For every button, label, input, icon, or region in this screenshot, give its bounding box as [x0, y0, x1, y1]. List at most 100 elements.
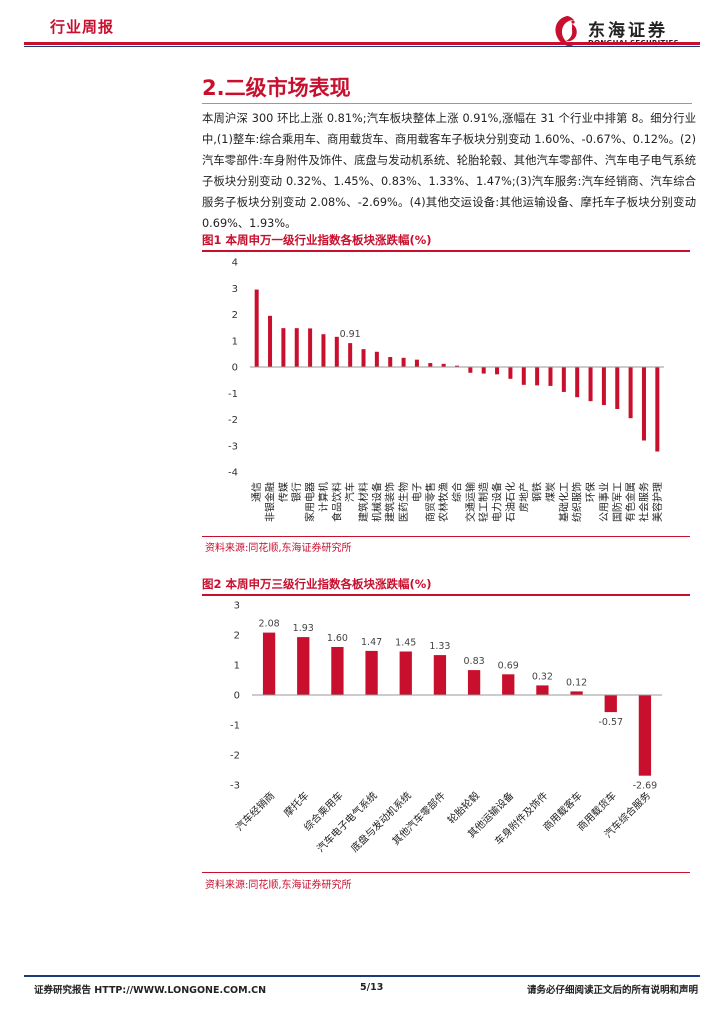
y-tick-label: -2: [230, 751, 240, 762]
category-label: 房地产: [517, 482, 530, 512]
category-label: 家用电器: [304, 482, 317, 522]
category-label: 国防军工: [611, 482, 624, 522]
bar: [561, 367, 566, 392]
section-paragraph: 本周沪深 300 环比上涨 0.81%;汽车板块整体上涨 0.91%,涨幅在 3…: [202, 112, 696, 230]
bar: [638, 695, 652, 776]
data-label: 2.08: [259, 619, 280, 630]
y-tick-label: 1: [232, 336, 238, 347]
category-label: 医药生物: [397, 482, 410, 522]
bar: [588, 367, 593, 402]
category-label: 环保: [584, 482, 597, 502]
category-label: 传媒: [278, 482, 290, 502]
y-tick-label: 2: [234, 631, 240, 642]
figure2-top-rule: [202, 594, 690, 596]
bar: [348, 343, 353, 367]
category-label: 汽车电子电气系统: [314, 789, 380, 855]
category-label: 石油石化: [504, 482, 517, 522]
figure2-bottom-rule: [202, 872, 690, 873]
bar: [508, 367, 513, 379]
header-rule: [24, 42, 700, 45]
report-type-tag: 行业周报: [50, 18, 115, 36]
category-label: 美容护理: [651, 482, 664, 522]
bar: [548, 367, 553, 386]
company-logo: 东海证券 DONGHAI SECURITIES: [550, 10, 700, 56]
y-tick-label: -4: [228, 468, 238, 479]
y-tick-label: 0: [232, 363, 238, 374]
bar: [321, 334, 326, 367]
bar: [601, 367, 606, 406]
category-label: 煤炭: [544, 482, 557, 502]
header-rule-thin: [24, 46, 700, 47]
data-label: 1.45: [395, 638, 416, 649]
footer-disclaimer: 请务必仔细阅读正文后的所有说明和声明: [526, 985, 698, 996]
bar: [334, 336, 339, 367]
bar: [294, 328, 299, 367]
category-label: 公用事业: [597, 482, 610, 522]
y-tick-label: 3: [232, 284, 238, 295]
category-label: 农林牧渔: [437, 482, 450, 522]
bar: [254, 289, 259, 367]
category-label: 交通运输: [464, 482, 477, 522]
bar: [604, 695, 617, 713]
logo-chinese-text: 东海证券: [588, 21, 668, 41]
bar: [401, 357, 406, 367]
page-number: 5/13: [360, 982, 384, 993]
category-label: 建筑材料: [357, 482, 370, 522]
data-label: 0.12: [566, 677, 587, 688]
footer-website: 证券研究报告 HTTP://WWW.LONGONE.COM.CN: [34, 985, 267, 996]
bar: [268, 315, 273, 367]
bar: [399, 651, 412, 695]
y-tick-label: -3: [230, 781, 240, 792]
data-label: 1.60: [327, 633, 348, 644]
bar: [414, 359, 419, 367]
bar: [262, 632, 276, 695]
category-label: 社会服务: [637, 482, 650, 522]
section-title: 2.二级市场表现: [202, 76, 351, 100]
dragon-logo-icon: [555, 16, 577, 47]
bar: [374, 351, 379, 367]
y-tick-label: -1: [228, 389, 238, 400]
bar: [628, 367, 633, 419]
category-label: 轮胎轮毂: [445, 789, 482, 826]
category-label: 商贸零售: [424, 482, 437, 522]
bar: [535, 367, 540, 386]
category-label: 纺织服饰: [571, 482, 584, 522]
figure1-bottom-rule: [202, 536, 690, 537]
data-label: 1.47: [361, 637, 382, 648]
bar: [481, 367, 486, 374]
bar: [468, 367, 473, 373]
category-label: 有色金属: [624, 482, 637, 522]
y-tick-label: 1: [234, 661, 240, 672]
data-label: 0.91: [340, 329, 361, 340]
bar: [281, 328, 286, 367]
bar: [441, 363, 446, 367]
category-label: 机械设备: [370, 482, 383, 522]
bar: [502, 674, 515, 695]
category-label: 银行: [290, 482, 303, 502]
figure1-source: 资料来源:同花顺,东海证券研究所: [205, 543, 352, 554]
y-tick-label: 0: [234, 691, 240, 702]
bar: [365, 650, 378, 695]
category-label: 钢铁: [531, 482, 544, 502]
data-label: 1.33: [429, 641, 450, 652]
figure1-chart: 4 3 2 1 0 -1 -2 -3 -4 0.91 通信 非银金融 传媒 银行 家用电器 计算机 食品饮料 汽车…: [228, 258, 664, 522]
bar: [570, 691, 583, 695]
bar: [331, 647, 344, 695]
category-label: 电子: [410, 482, 423, 502]
bar: [615, 367, 620, 409]
y-tick-label: -1: [230, 721, 240, 732]
category-label: 底盘与发动机系统: [348, 789, 414, 855]
category-label: 建筑装饰: [384, 482, 397, 522]
category-label: 汽车经销商: [233, 789, 278, 834]
category-label: 通信: [251, 482, 263, 502]
bar: [655, 367, 660, 452]
data-label: 0.83: [464, 656, 485, 667]
category-label: 电力设备: [491, 482, 504, 522]
bar: [641, 367, 646, 441]
category-label: 摩托车: [281, 789, 311, 819]
bar: [361, 349, 366, 367]
y-tick-label: 3: [234, 601, 240, 612]
figure1-title: 图1 本周申万一级行业指数各板块涨跌幅(%): [202, 233, 432, 247]
section-underline: [202, 103, 692, 104]
y-tick-label: -3: [228, 441, 238, 452]
